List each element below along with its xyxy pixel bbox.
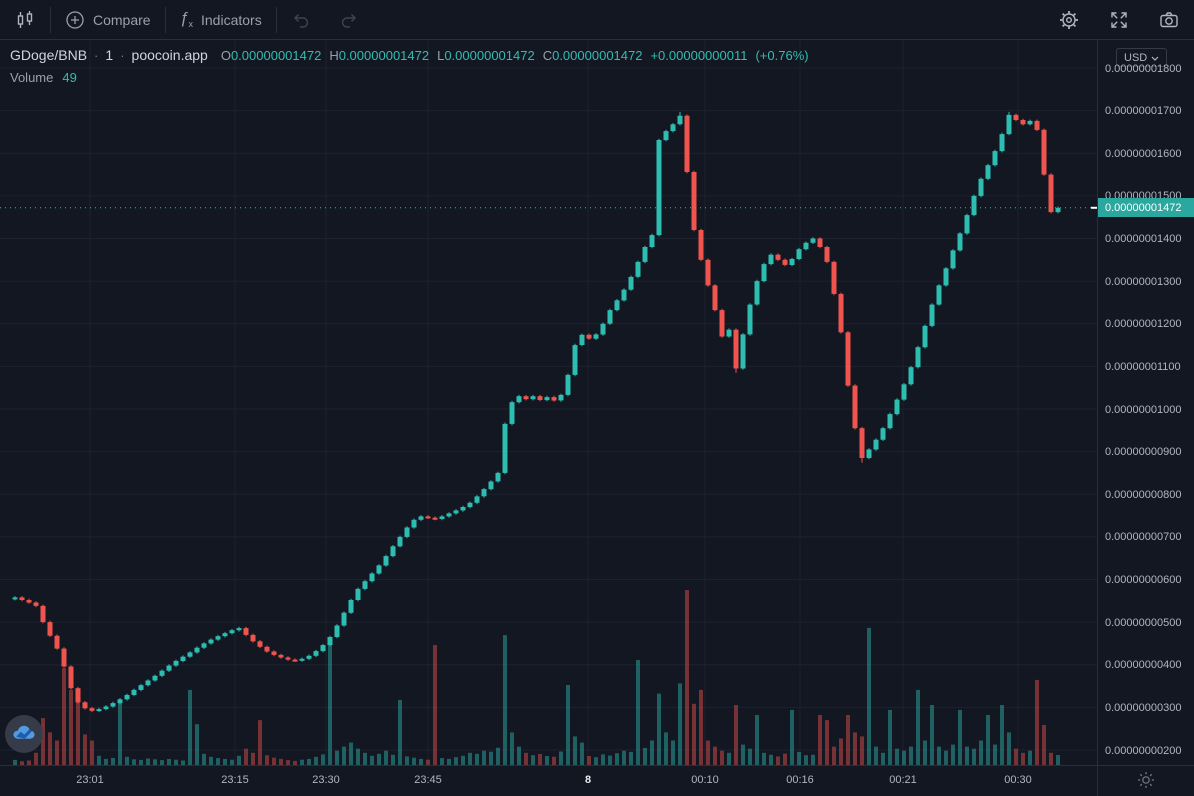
indicators-button[interactable]: ƒx Indicators xyxy=(166,0,276,40)
redo-icon xyxy=(339,11,359,29)
axis-corner xyxy=(1097,765,1194,796)
price-axis-label: 0.00000000200 xyxy=(1105,744,1182,757)
toolbar-divider xyxy=(275,6,277,33)
fx-icon: ƒx xyxy=(179,9,193,30)
chevron-down-icon xyxy=(1151,52,1159,64)
compare-label: Compare xyxy=(93,11,151,28)
currency-selector[interactable]: USD xyxy=(1116,48,1168,67)
candlestick-style-button[interactable] xyxy=(0,0,50,40)
theme-toggle-button[interactable] xyxy=(1137,771,1155,792)
time-axis-label: 00:16 xyxy=(786,774,814,786)
time-axis-label: 23:15 xyxy=(221,774,249,786)
price-axis-label: 0.00000000600 xyxy=(1105,574,1182,586)
currency-label: USD xyxy=(1124,51,1148,64)
time-axis[interactable]: 23:01 23:15 23:30 23:45 8 00:10 00:16 00:21 00:3… xyxy=(0,765,1097,796)
fullscreen-button[interactable] xyxy=(1094,0,1144,40)
chart-pane: GDoge/BNB · 1 · poocoin.app O0.000000014… xyxy=(0,40,1097,765)
sun-icon xyxy=(1137,771,1155,792)
cloud-logo-icon xyxy=(11,720,37,749)
price-axis-label: 0.00000000800 xyxy=(1105,488,1182,501)
gear-icon xyxy=(1058,9,1080,31)
compare-button[interactable]: Compare xyxy=(51,0,165,40)
candlestick-style-icon xyxy=(14,9,36,31)
time-axis-label: 23:45 xyxy=(414,774,442,786)
price-axis-label: 0.00000001100 xyxy=(1105,360,1181,373)
chart-logo-button[interactable] xyxy=(5,715,43,753)
price-axis-label: 0.00000001300 xyxy=(1105,275,1182,288)
indicators-label: Indicators xyxy=(201,11,262,28)
price-axis-label: 0.00000001600 xyxy=(1105,147,1182,160)
redo-button[interactable] xyxy=(325,0,373,40)
screenshot-button[interactable] xyxy=(1144,0,1194,40)
last-price-tag: 0.00000001472 xyxy=(1098,198,1194,218)
undo-button[interactable] xyxy=(277,0,325,40)
price-axis-label: 0.00000001000 xyxy=(1105,403,1182,416)
price-axis[interactable]: USD 0.00000001800 0.00000001700 0.00000001… xyxy=(1097,40,1194,765)
settings-button[interactable] xyxy=(1044,0,1094,40)
price-axis-label: 0.00000001700 xyxy=(1105,105,1182,118)
top-toolbar: Compare ƒx Indicators xyxy=(0,0,1194,40)
time-axis-label: 00:21 xyxy=(889,774,917,786)
time-axis-label: 00:30 xyxy=(1004,774,1032,786)
compare-plus-icon xyxy=(65,10,85,30)
undo-icon xyxy=(291,11,311,29)
time-axis-label: 23:30 xyxy=(312,774,340,786)
price-axis-label: 0.00000001400 xyxy=(1105,233,1182,245)
toolbar-divider xyxy=(164,6,166,33)
price-axis-label: 0.00000000400 xyxy=(1105,659,1182,672)
price-axis-label: 0.00000000500 xyxy=(1105,616,1182,629)
time-axis-label: 00:10 xyxy=(691,774,719,786)
price-axis-label: 0.00000001800 xyxy=(1105,62,1182,75)
price-axis-label: 0.00000000900 xyxy=(1105,446,1182,459)
toolbar-divider xyxy=(50,6,51,33)
time-axis-label: 8 xyxy=(584,774,592,786)
price-chart-canvas[interactable] xyxy=(0,40,1097,765)
price-axis-label: 0.00000000300 xyxy=(1105,701,1182,714)
price-axis-label: 0.00000000700 xyxy=(1105,531,1182,544)
fullscreen-icon xyxy=(1108,9,1130,31)
camera-icon xyxy=(1158,9,1180,31)
price-axis-label: 0.00000001200 xyxy=(1105,318,1182,331)
time-axis-label: 23:01 xyxy=(76,774,104,786)
